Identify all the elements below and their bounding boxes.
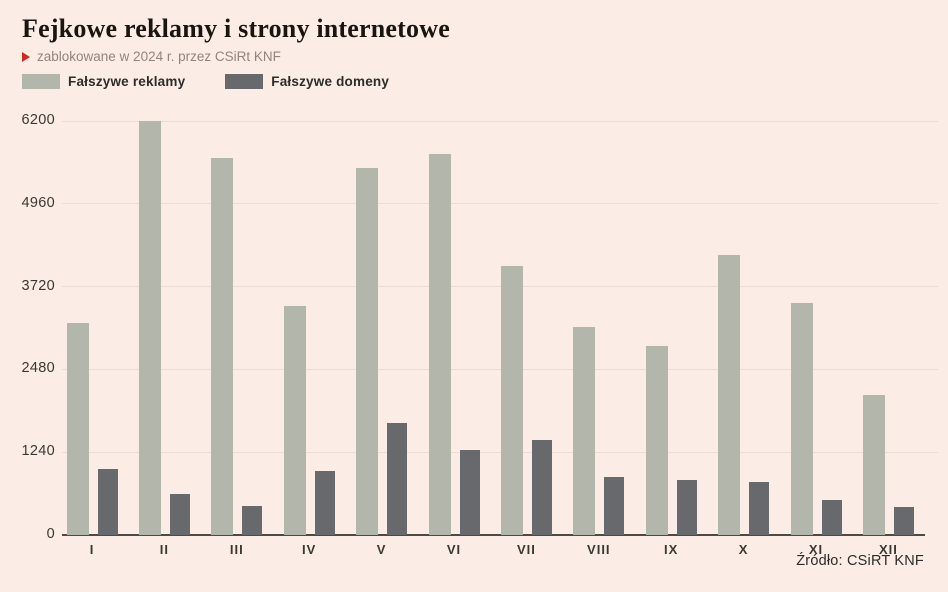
bar-domeny-VI (459, 450, 480, 535)
subtitle-text: zablokowane w 2024 r. przez CSiRt KNF (37, 49, 281, 64)
bar-domeny-IV (314, 471, 335, 535)
bar-group-VIII (573, 121, 625, 535)
bar-reklamy-I (66, 323, 89, 535)
x-tick-label-X: X (738, 542, 749, 557)
x-tick-label-V: V (376, 542, 387, 557)
legend-item-domeny: Fałszywe domeny (225, 74, 389, 89)
gridline-4960 (62, 203, 938, 205)
bar-group-I (66, 121, 118, 535)
x-tick-label-VI: VI (446, 542, 462, 557)
legend-swatch-reklamy (22, 74, 60, 89)
y-tick-label-6200: 6200 (21, 112, 55, 128)
bar-domeny-I (97, 469, 118, 535)
y-tick-label-1240: 1240 (21, 443, 55, 460)
bar-reklamy-IX (645, 346, 668, 535)
legend-swatch-domeny (225, 74, 264, 89)
gridline-1240 (62, 451, 938, 453)
bar-group-VI (428, 121, 480, 535)
subtitle: zablokowane w 2024 r. przez CSiRt KNF (22, 49, 450, 64)
bar-reklamy-IV (283, 306, 306, 535)
bar-group-VII (500, 121, 552, 535)
y-tick-label-4960: 4960 (21, 194, 55, 211)
x-tick-label-IV: IV (302, 542, 317, 557)
bar-reklamy-X (718, 255, 741, 535)
bar-domeny-VIII (604, 477, 625, 535)
x-tick-label-VII: VII (516, 542, 536, 557)
bar-domeny-II (169, 494, 190, 535)
x-tick-label-I: I (89, 542, 95, 557)
y-tick-label-3720: 3720 (21, 277, 55, 294)
legend-label-reklamy: Fałszywe reklamy (68, 74, 186, 89)
bar-reklamy-II (138, 121, 161, 535)
page-title: Fejkowe reklamy i strony internetowe (22, 14, 450, 43)
bar-reklamy-XI (790, 303, 813, 535)
chart-header: Fejkowe reklamy i strony internetowe zab… (22, 14, 450, 64)
x-tick-label-XII: XII (878, 542, 898, 557)
red-arrow-icon (22, 51, 30, 62)
bar-group-IV (283, 121, 335, 535)
y-tick-label-0: 0 (46, 526, 55, 542)
bar-reklamy-VI (428, 154, 451, 535)
bar-reklamy-VIII (573, 327, 596, 535)
source-note: Źródło: CSiRT KNF (796, 553, 924, 569)
legend: Fałszywe reklamy Fałszywe domeny (22, 74, 429, 89)
bar-reklamy-XII (862, 395, 885, 535)
bar-reklamy-VII (500, 266, 523, 535)
bar-reklamy-V (356, 168, 379, 535)
bar-group-V (356, 121, 408, 535)
gridline-6200 (62, 120, 938, 122)
bar-domeny-VII (531, 440, 552, 535)
bar-domeny-IX (676, 480, 697, 535)
bar-group-IX (645, 121, 697, 535)
gridline-3720 (62, 286, 938, 288)
bar-group-XI (790, 121, 842, 535)
x-axis-line (62, 534, 925, 536)
bar-domeny-III (242, 506, 263, 535)
x-tick-label-III: III (229, 542, 244, 557)
bar-domeny-XII (893, 507, 914, 535)
x-tick-label-IX: IX (664, 542, 679, 557)
gridline-2480 (62, 368, 938, 370)
bar-group-X (718, 121, 770, 535)
legend-item-reklamy: Fałszywe reklamy (22, 74, 185, 89)
x-tick-label-XI: XI (808, 542, 824, 557)
bar-domeny-XI (821, 500, 842, 535)
legend-label-domeny: Fałszywe domeny (271, 74, 390, 89)
x-tick-label-VIII: VIII (587, 542, 611, 557)
bar-domeny-V (387, 423, 408, 535)
bar-reklamy-III (211, 158, 234, 535)
bar-group-II (138, 121, 190, 535)
x-tick-label-II: II (159, 542, 169, 557)
bar-group-III (211, 121, 263, 535)
bar-group-XII (862, 121, 914, 535)
y-tick-label-2480: 2480 (21, 360, 55, 377)
bar-domeny-X (749, 482, 770, 535)
